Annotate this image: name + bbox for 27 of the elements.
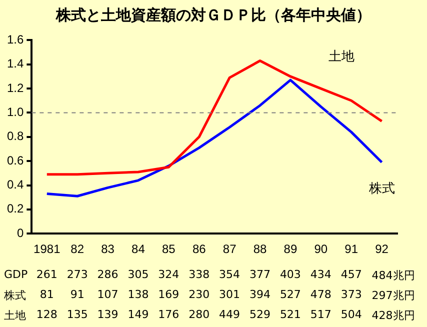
x-tick-label: 83 <box>101 242 115 256</box>
text: 株式 81 91 107 138 169 230 301 394 527 478 373 297兆円 <box>4 288 415 302</box>
x-tick-label: 89 <box>284 242 298 256</box>
chart-title: 株式と土地資産額の対ＧＤＰ比（各年中央値） <box>54 6 372 25</box>
x-tick-label: 1981 <box>34 242 61 256</box>
y-tick-label: 0.4 <box>6 178 24 192</box>
text: GDP 261 273 286 305 324 338 354 377 403 434 457 484兆円 <box>4 268 415 282</box>
x-tick-label: 86 <box>192 242 206 256</box>
y-tick-label: 0.8 <box>6 129 24 144</box>
text: 土地 128 135 139 149 176 280 449 529 521 517 504 428兆円 <box>4 308 415 322</box>
x-tick-label: 87 <box>222 242 237 256</box>
x-tick-label: 84 <box>132 242 146 256</box>
series-label: 株式 <box>368 181 395 196</box>
y-tick-label: 1.4 <box>6 56 24 71</box>
x-tick-label: 92 <box>375 242 389 256</box>
y-tick-label: 0.6 <box>6 153 24 168</box>
y-tick-label: 1.6 <box>6 32 24 47</box>
y-tick-label: 0 <box>16 226 24 240</box>
x-tick-label: 90 <box>314 242 328 256</box>
x-tick-label: 91 <box>344 242 358 256</box>
x-tick-label: 82 <box>70 242 84 256</box>
x-tick-label: 88 <box>253 242 267 256</box>
y-tick-label: 1.2 <box>6 80 24 95</box>
y-tick-label: 0.2 <box>6 202 24 216</box>
x-tick-label: 85 <box>162 242 176 256</box>
series-label: 土地 <box>328 50 354 65</box>
y-tick-label: 1.0 <box>6 105 24 120</box>
